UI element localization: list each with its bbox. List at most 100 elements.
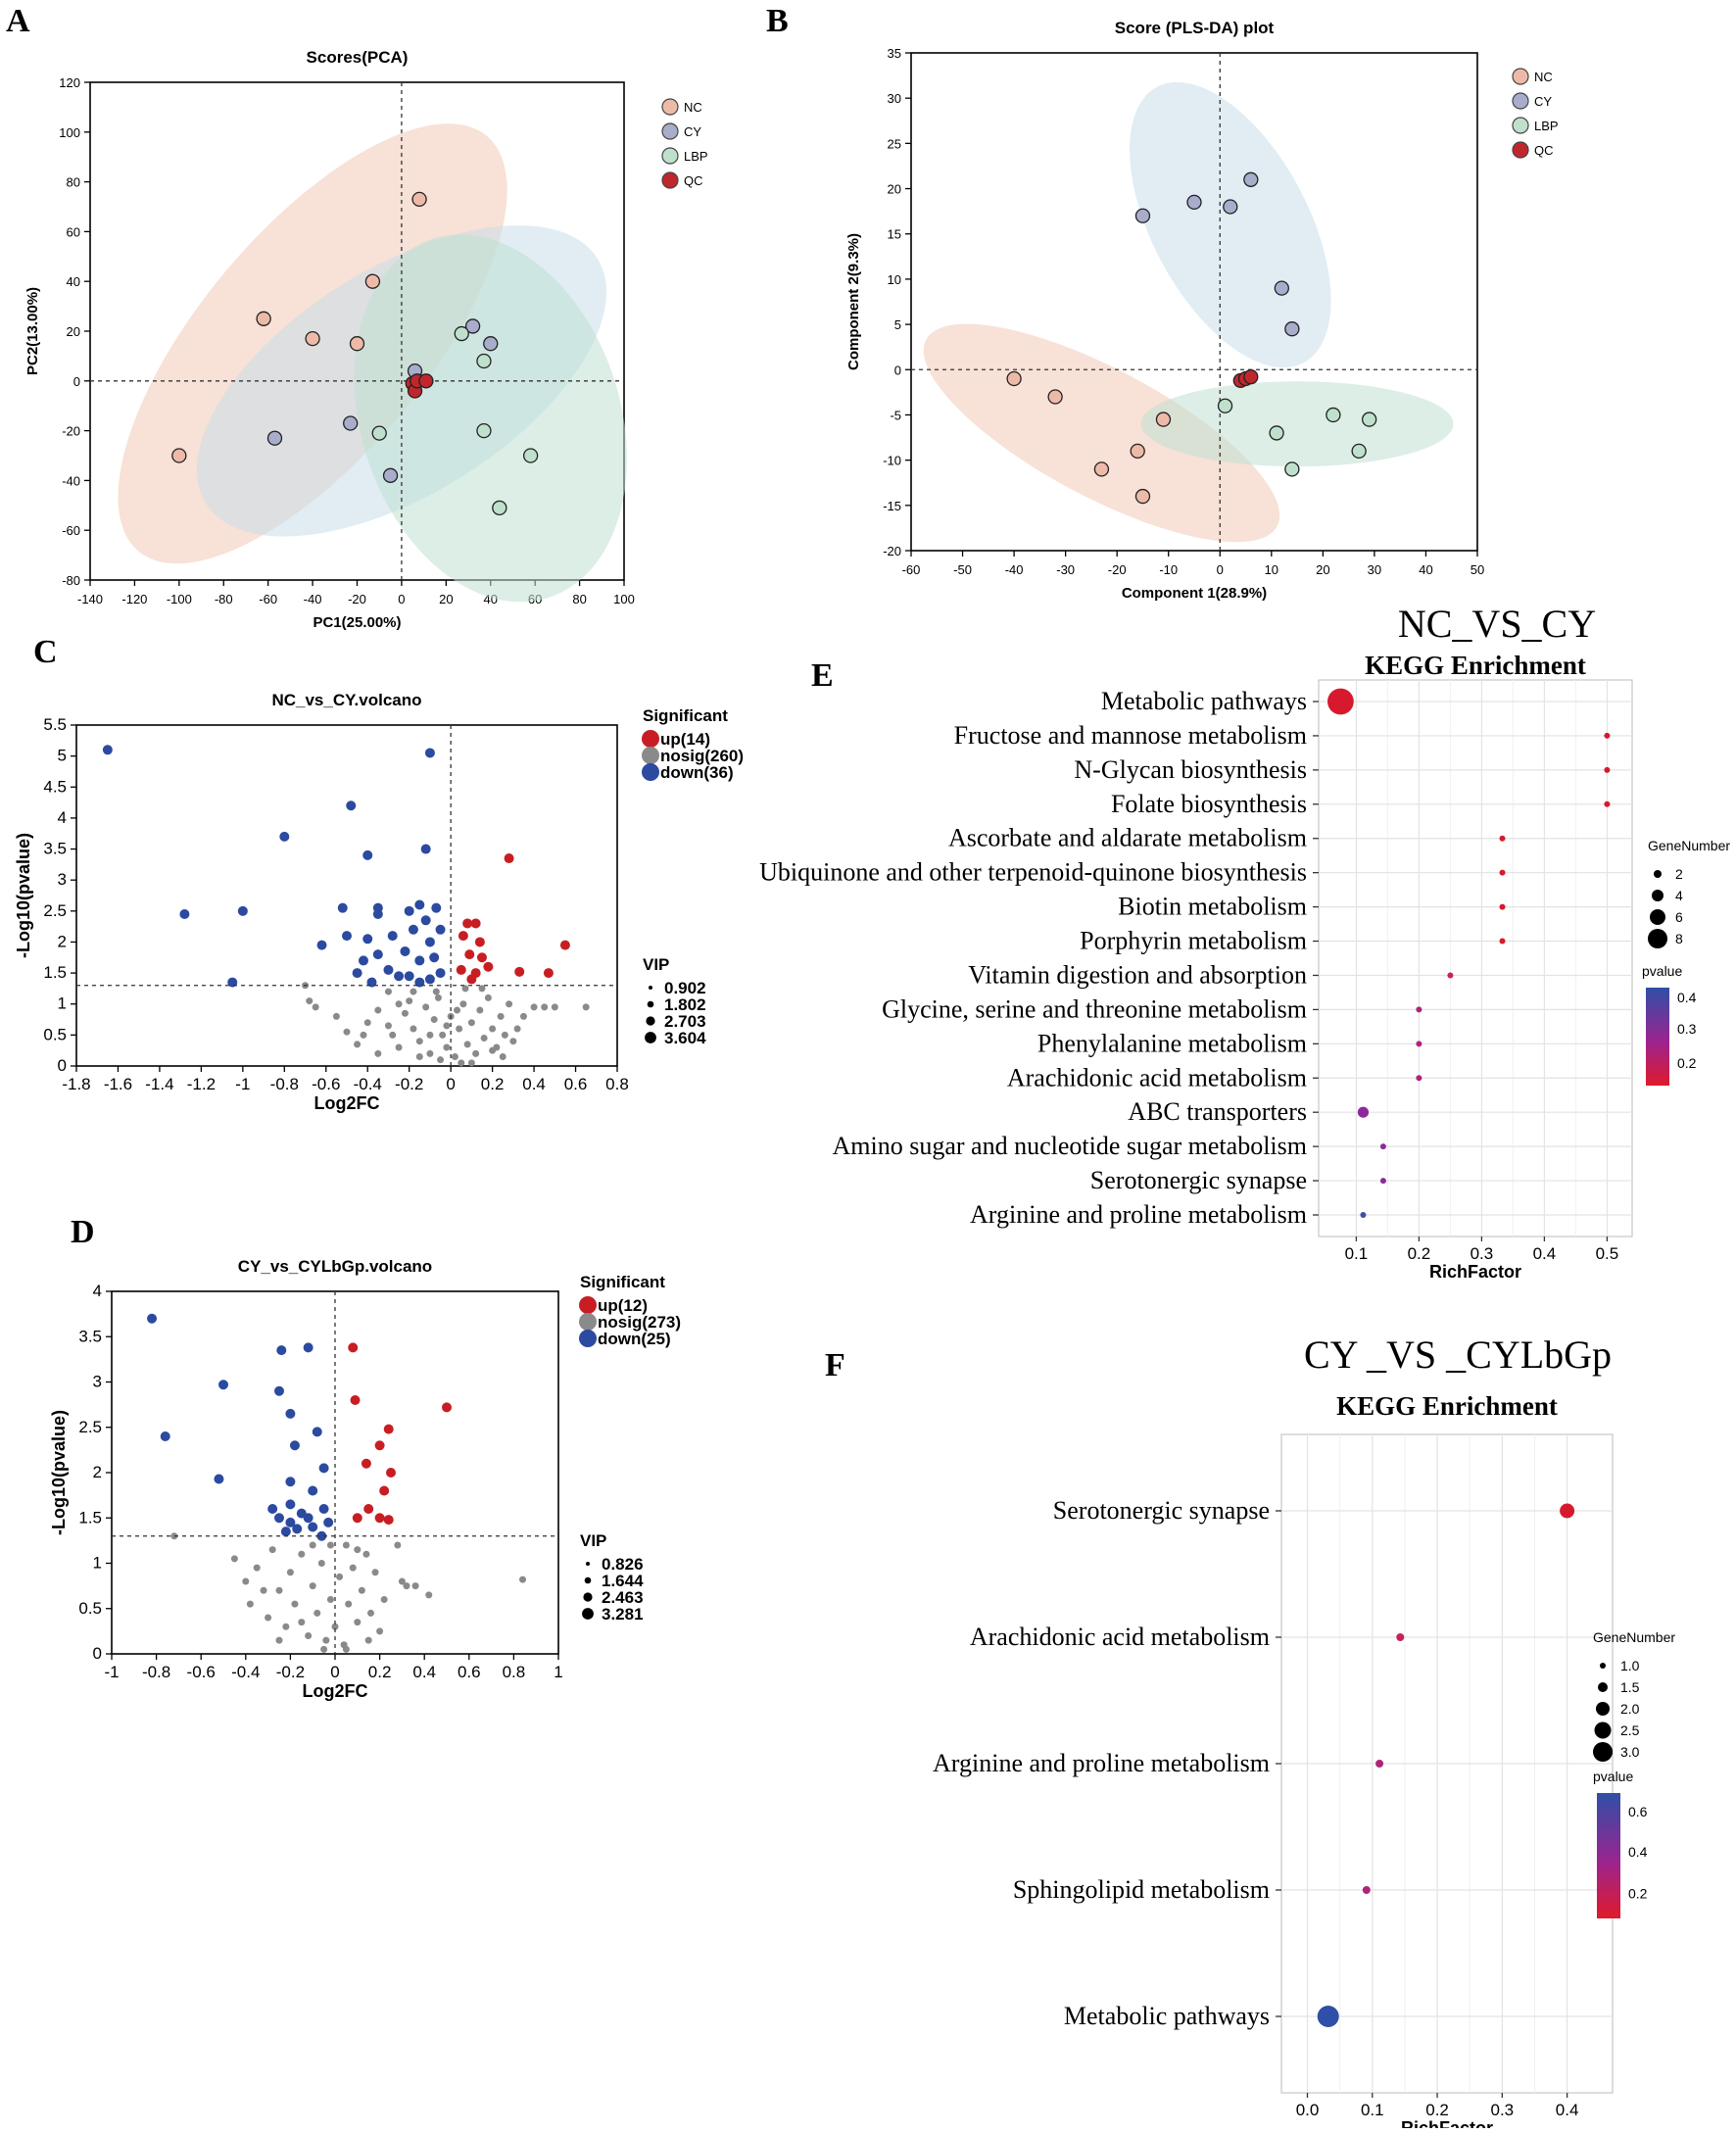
y-tick-label: 1.5 — [43, 963, 67, 982]
score-point-qc — [1243, 369, 1259, 385]
x-tick-label: 0.4 — [1533, 1244, 1557, 1263]
y-tick-label: 1 — [93, 1554, 102, 1573]
volcano-point-nosig — [260, 1586, 267, 1594]
volcano-point-up — [374, 1440, 385, 1451]
x-tick-label: -0.8 — [270, 1075, 299, 1093]
volcano-point-nosig — [322, 1636, 330, 1644]
x-tick-label: -10 — [1159, 562, 1178, 577]
volcano-point-nosig — [286, 1569, 294, 1576]
x-axis-label: RichFactor — [1429, 1262, 1521, 1282]
enrichment-dot — [1416, 1075, 1423, 1082]
volcano-point-nosig — [434, 994, 442, 1001]
volcano-point-down — [429, 952, 440, 963]
score-point-lbp — [1326, 407, 1341, 423]
volcano-point-nosig — [268, 1546, 276, 1554]
term-label: Glycine, serine and threonine metabolism — [882, 994, 1307, 1023]
volcano-point-nosig — [326, 1596, 334, 1603]
y-tick-label: 60 — [67, 224, 80, 239]
volcano-point-nosig — [336, 1573, 344, 1580]
term-label: Phenylalanine metabolism — [1037, 1029, 1307, 1057]
volcano-point-nosig — [451, 1053, 458, 1061]
enrichment-dot — [1604, 800, 1611, 807]
score-point-nc — [1006, 370, 1022, 387]
volcano-point-nosig — [306, 997, 313, 1005]
x-tick-label: 80 — [572, 592, 586, 606]
term-label: Arginine and proline metabolism — [933, 1749, 1270, 1777]
volcano-point-nosig — [472, 1049, 480, 1057]
enrichment-dot — [1604, 766, 1611, 773]
score-point-nc — [1155, 412, 1172, 427]
score-point-nc — [1134, 488, 1151, 505]
term-label: Serotonergic synapse — [1053, 1496, 1270, 1525]
volcano-point-nosig — [489, 1046, 497, 1054]
volcano-point-up — [559, 940, 570, 950]
legend-label: nosig(273) — [598, 1313, 681, 1332]
volcano-point-nosig — [467, 1019, 475, 1027]
y-tick-label: 20 — [67, 324, 80, 339]
enrichment-dot — [1499, 938, 1506, 945]
kegg-cy-cylbgp-chart: CY _VS _CYLbGp KEGG Enrichment Serotonergi… — [933, 1333, 1675, 2133]
vip-legend-label: 3.281 — [602, 1605, 644, 1624]
volcano-point-nosig — [426, 1049, 434, 1057]
y-tick-label: 2 — [93, 1463, 102, 1481]
volcano-point-nosig — [376, 1627, 384, 1635]
x-tick-label: 1 — [554, 1663, 562, 1681]
x-tick-label: 0.6 — [458, 1663, 481, 1681]
volcano-point-nosig — [371, 1569, 379, 1576]
x-tick-label: -40 — [1005, 562, 1024, 577]
volcano-point-down — [346, 800, 357, 811]
chart-title: NC_vs_CY.volcano — [271, 691, 421, 709]
x-axis-label: Log2FC — [314, 1093, 380, 1113]
volcano-point-nosig — [497, 1012, 505, 1020]
x-tick-label: -0.6 — [187, 1663, 216, 1681]
volcano-point-down — [414, 955, 425, 966]
volcano-point-nosig — [410, 988, 417, 995]
vip-legend-marker — [582, 1608, 594, 1620]
x-tick-label: 0.2 — [1408, 1244, 1431, 1263]
volcano-point-down — [160, 1431, 170, 1441]
x-tick-label: 30 — [1368, 562, 1381, 577]
x-tick-label: -20 — [348, 592, 366, 606]
volcano-point-nosig — [513, 1025, 521, 1033]
chart-subtitle: KEGG Enrichment — [1336, 1391, 1558, 1421]
size-legend-marker — [1600, 1663, 1606, 1669]
legend-label: nosig(260) — [660, 747, 744, 765]
x-tick-label: 0 — [446, 1075, 455, 1093]
x-tick-label: 0.8 — [503, 1663, 526, 1681]
confidence-ellipse-lbp — [354, 234, 627, 603]
x-tick-label: -1.4 — [145, 1075, 173, 1093]
volcano-point-up — [374, 1513, 385, 1524]
score-point-cy — [1223, 199, 1238, 215]
size-legend-label: 2.0 — [1620, 1701, 1640, 1717]
legend-marker-cy — [661, 122, 679, 140]
volcano-point-nosig — [298, 1550, 306, 1558]
volcano-point-nosig — [401, 1009, 409, 1017]
size-legend-marker — [1654, 870, 1662, 878]
size-legend-label: 6 — [1675, 909, 1683, 925]
y-tick-label: 5 — [58, 747, 67, 765]
x-tick-label: -1.6 — [104, 1075, 132, 1093]
volcano-point-up — [470, 918, 481, 929]
volcano-point-up — [348, 1342, 359, 1353]
x-axis-label: PC1(25.00%) — [313, 614, 401, 631]
legend-marker-lbp — [1512, 117, 1529, 134]
x-tick-label: -40 — [304, 592, 322, 606]
enrichment-dot — [1499, 869, 1506, 876]
legend-marker — [579, 1330, 597, 1347]
size-legend-marker — [1650, 909, 1665, 925]
x-tick-label: -80 — [215, 592, 233, 606]
chart-subtitle: KEGG Enrichment — [1365, 651, 1586, 680]
term-label: Fructose and mannose metabolism — [954, 721, 1307, 750]
volcano-point-nosig — [415, 1038, 423, 1045]
score-point-lbp — [1284, 461, 1300, 477]
x-axis-label: Component 1(28.9%) — [1122, 585, 1267, 602]
volcano-point-up — [462, 918, 473, 929]
y-axis-label: Component 2(9.3%) — [845, 233, 862, 370]
x-tick-label: 0.3 — [1471, 1244, 1494, 1263]
y-tick-label: 0 — [58, 1056, 67, 1075]
volcano-point-nosig — [170, 1532, 178, 1540]
panel-label-d: D — [71, 1214, 95, 1250]
y-tick-label: 1 — [58, 994, 67, 1013]
volcano-point-down — [274, 1513, 284, 1524]
x-tick-label: -60 — [902, 562, 921, 577]
